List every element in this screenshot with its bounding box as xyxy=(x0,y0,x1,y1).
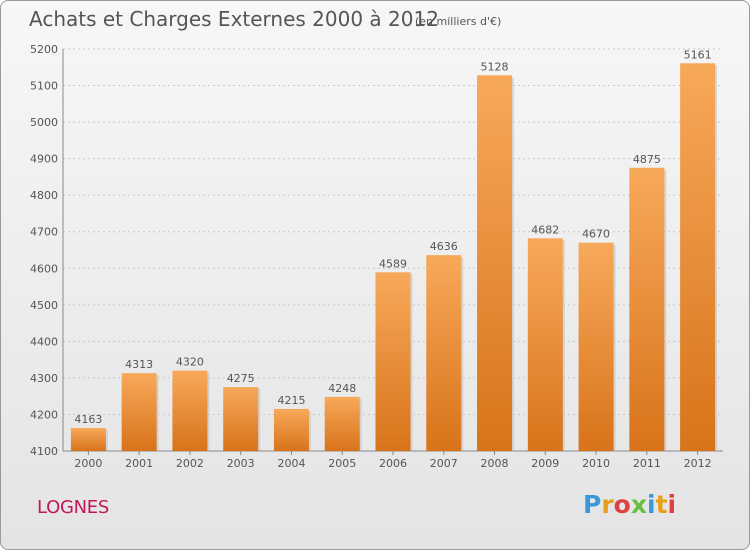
bar xyxy=(172,370,208,451)
bar xyxy=(629,167,665,452)
x-tick-label: 2003 xyxy=(227,457,255,470)
x-tick-label: 2010 xyxy=(582,457,610,470)
bar-value-label: 4589 xyxy=(379,257,407,270)
y-tick-label: 4100 xyxy=(30,445,58,458)
commune-name: LOGNES xyxy=(37,497,109,518)
proxiti-logo: Proxiti xyxy=(583,490,677,519)
y-tick-label: 4900 xyxy=(30,153,58,166)
x-tick-label: 2009 xyxy=(531,457,559,470)
y-tick-label: 4700 xyxy=(30,226,58,239)
y-tick-label: 4800 xyxy=(30,189,58,202)
bar xyxy=(324,396,360,451)
bar-value-label: 4682 xyxy=(531,223,559,236)
bar-value-label: 4636 xyxy=(430,240,458,253)
bar-value-label: 4163 xyxy=(74,413,102,426)
bar-value-label: 4320 xyxy=(176,356,204,369)
chart-subtitle: (en milliers d'€) xyxy=(415,15,502,28)
bar xyxy=(121,373,157,451)
x-tick-label: 2004 xyxy=(277,457,305,470)
x-tick-label: 2008 xyxy=(481,457,509,470)
bar-value-label: 5128 xyxy=(481,60,509,73)
chart-title: Achats et Charges Externes 2000 à 2012 xyxy=(29,7,439,31)
bar xyxy=(273,408,309,451)
x-tick-label: 2011 xyxy=(633,457,661,470)
bar-value-label: 5161 xyxy=(684,48,712,61)
bar xyxy=(578,242,614,451)
x-tick-label: 2012 xyxy=(684,457,712,470)
bar-value-label: 4875 xyxy=(633,153,661,166)
bar xyxy=(223,387,259,451)
bar-value-label: 4248 xyxy=(328,382,356,395)
x-tick-label: 2005 xyxy=(328,457,356,470)
y-tick-label: 5100 xyxy=(30,80,58,93)
x-tick-label: 2000 xyxy=(74,457,102,470)
bar xyxy=(477,75,513,451)
y-tick-label: 4400 xyxy=(30,335,58,348)
bar-value-label: 4670 xyxy=(582,228,610,241)
bar xyxy=(375,272,411,451)
bar xyxy=(426,255,462,451)
y-tick-label: 4300 xyxy=(30,372,58,385)
bar xyxy=(70,427,106,451)
x-tick-label: 2006 xyxy=(379,457,407,470)
bar-value-label: 4275 xyxy=(227,372,255,385)
bar xyxy=(527,238,563,451)
y-tick-label: 4600 xyxy=(30,262,58,275)
x-tick-label: 2007 xyxy=(430,457,458,470)
x-tick-label: 2002 xyxy=(176,457,204,470)
bar-value-label: 4215 xyxy=(277,394,305,407)
y-tick-label: 4500 xyxy=(30,299,58,312)
y-tick-label: 4200 xyxy=(30,408,58,421)
bar xyxy=(680,63,716,452)
y-tick-label: 5200 xyxy=(30,43,58,56)
bar-value-label: 4313 xyxy=(125,358,153,371)
y-tick-label: 5000 xyxy=(30,116,58,129)
x-tick-label: 2001 xyxy=(125,457,153,470)
